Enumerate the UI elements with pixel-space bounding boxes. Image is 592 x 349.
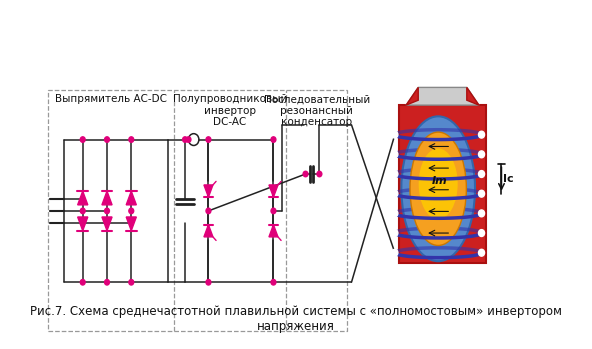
Bar <box>48 90 347 332</box>
Text: Полупроводниковый
инвертор
DC-AC: Полупроводниковый инвертор DC-AC <box>173 94 287 127</box>
Ellipse shape <box>419 148 458 219</box>
Circle shape <box>271 280 276 285</box>
Circle shape <box>271 208 276 214</box>
Circle shape <box>105 208 110 214</box>
Circle shape <box>303 171 308 177</box>
Bar <box>399 105 486 262</box>
Circle shape <box>129 137 134 142</box>
Circle shape <box>206 208 211 214</box>
Circle shape <box>206 137 211 142</box>
Circle shape <box>81 137 85 142</box>
Text: Ic: Ic <box>503 174 514 184</box>
Circle shape <box>317 171 322 177</box>
Polygon shape <box>126 217 136 231</box>
Ellipse shape <box>401 116 475 261</box>
Polygon shape <box>406 87 418 105</box>
Polygon shape <box>78 217 88 231</box>
Circle shape <box>478 249 485 256</box>
Circle shape <box>182 137 188 142</box>
Ellipse shape <box>410 132 466 245</box>
Polygon shape <box>126 191 136 205</box>
Polygon shape <box>102 217 112 231</box>
Polygon shape <box>204 225 213 237</box>
Text: Выпрямитель AC-DC: Выпрямитель AC-DC <box>55 94 167 104</box>
Circle shape <box>478 190 485 197</box>
Polygon shape <box>102 191 112 205</box>
Polygon shape <box>269 225 278 237</box>
Circle shape <box>392 210 398 217</box>
Circle shape <box>392 171 398 177</box>
Circle shape <box>206 280 211 285</box>
Circle shape <box>392 249 398 256</box>
Text: Рис.7. Схема среднечастотной плавильной системы с «полномостовым» инвертором
нап: Рис.7. Схема среднечастотной плавильной … <box>30 305 562 333</box>
Circle shape <box>81 208 85 214</box>
Circle shape <box>478 210 485 217</box>
Text: Последовательный
резонансный
конденсатор: Последовательный резонансный конденсатор <box>263 94 370 127</box>
Circle shape <box>129 280 134 285</box>
Polygon shape <box>204 185 213 197</box>
Circle shape <box>392 131 398 138</box>
Circle shape <box>129 208 134 214</box>
Circle shape <box>478 230 485 237</box>
Circle shape <box>478 171 485 177</box>
Circle shape <box>478 131 485 138</box>
Polygon shape <box>269 185 278 197</box>
Polygon shape <box>467 87 479 105</box>
Circle shape <box>186 137 191 142</box>
Circle shape <box>392 190 398 197</box>
Circle shape <box>105 137 110 142</box>
Circle shape <box>478 151 485 158</box>
Circle shape <box>392 230 398 237</box>
Circle shape <box>81 280 85 285</box>
Circle shape <box>105 280 110 285</box>
Polygon shape <box>78 191 88 205</box>
Circle shape <box>392 151 398 158</box>
Circle shape <box>271 137 276 142</box>
Polygon shape <box>406 87 479 105</box>
Text: Im: Im <box>432 176 448 186</box>
